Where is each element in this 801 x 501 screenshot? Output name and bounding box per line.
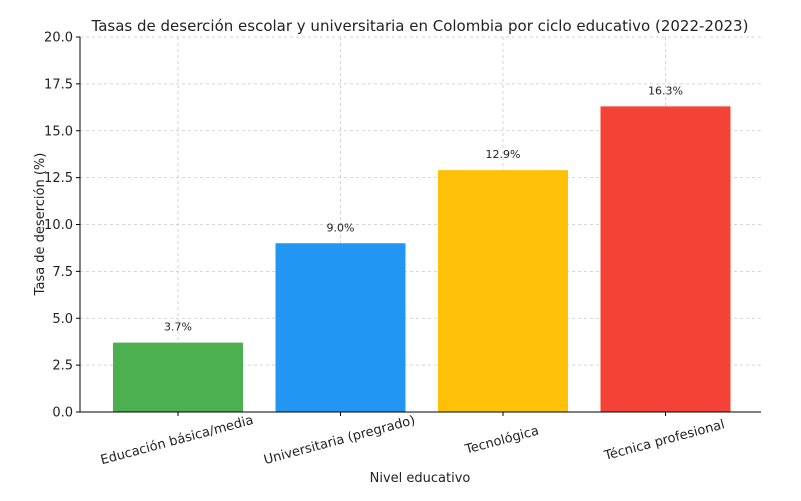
bar-value-label: 16.3% xyxy=(648,84,683,97)
y-tick-label: 10.0 xyxy=(44,218,73,233)
bar-value-label: 9.0% xyxy=(327,221,355,234)
y-tick-label: 5.0 xyxy=(52,312,73,327)
x-tick-label: Educación básica/media xyxy=(99,413,255,468)
x-tick-label: Universitaria (pregrado) xyxy=(262,413,417,468)
bar xyxy=(113,342,243,412)
y-tick-label: 17.5 xyxy=(44,77,73,92)
x-axis-label: Nivel educativo xyxy=(370,471,471,486)
bar xyxy=(600,106,731,412)
y-tick-label: 20.0 xyxy=(44,31,73,46)
y-tick-label: 7.5 xyxy=(52,265,73,280)
y-tick-label: 0.0 xyxy=(52,406,73,421)
data-labels-layer: 3.7% 9.0% 12.9% 16.3% xyxy=(164,84,683,333)
y-axis-label: Tasa de deserción (%) xyxy=(33,153,48,297)
bar-value-label: 12.9% xyxy=(486,148,521,161)
bar-value-label: 3.7% xyxy=(164,321,192,334)
bar xyxy=(275,243,406,412)
chart-title: Tasas de deserción escolar y universitar… xyxy=(91,17,749,35)
y-tick-label: 12.5 xyxy=(44,171,73,186)
bars-layer xyxy=(113,106,731,412)
y-tick-label: 15.0 xyxy=(44,124,73,139)
x-tick-label: Tecnológica xyxy=(463,424,541,458)
y-tick-label: 2.5 xyxy=(52,359,73,374)
bar xyxy=(438,170,568,412)
x-tick-label: Técnica profesional xyxy=(602,417,727,464)
